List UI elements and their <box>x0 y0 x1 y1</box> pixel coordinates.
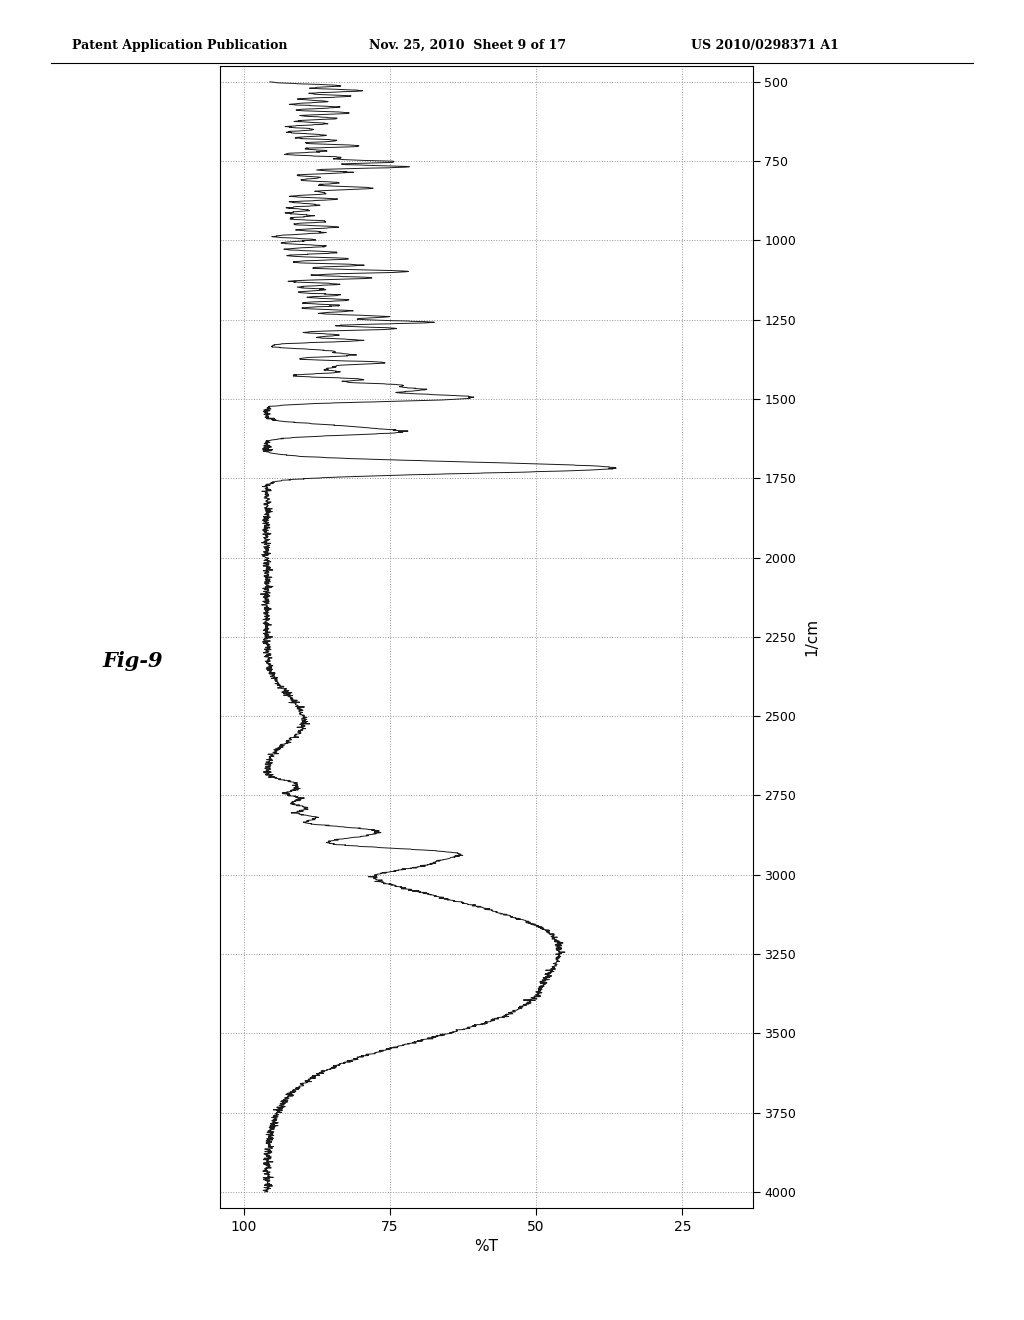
Text: US 2010/0298371 A1: US 2010/0298371 A1 <box>691 38 839 51</box>
Text: Fig-9: Fig-9 <box>102 651 163 671</box>
X-axis label: %T: %T <box>474 1239 499 1254</box>
Text: Patent Application Publication: Patent Application Publication <box>72 38 287 51</box>
Text: Nov. 25, 2010  Sheet 9 of 17: Nov. 25, 2010 Sheet 9 of 17 <box>369 38 566 51</box>
Y-axis label: 1/cm: 1/cm <box>805 618 819 656</box>
